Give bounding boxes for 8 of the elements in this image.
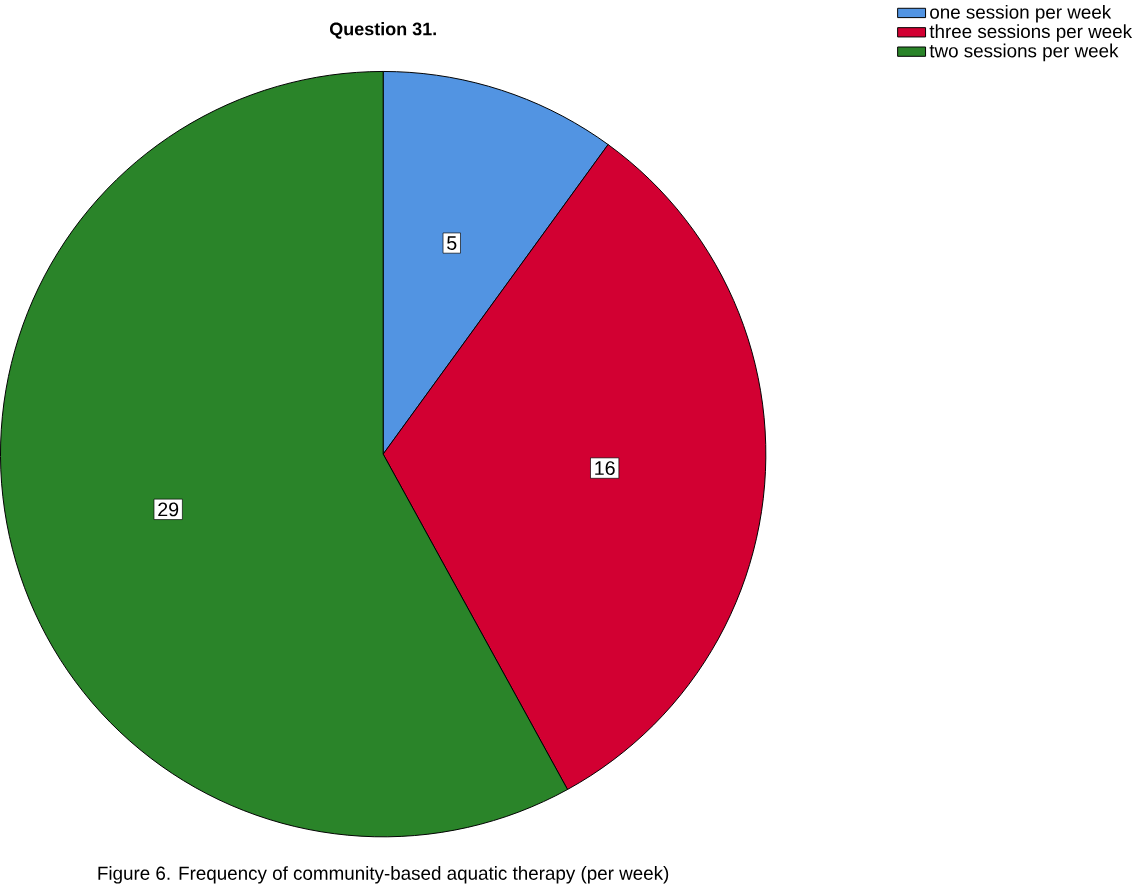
data-label: 5	[447, 236, 457, 250]
text: Question 31.	[329, 22, 436, 39]
data-label: 29	[158, 502, 179, 517]
data-label: 16	[595, 461, 615, 475]
caption: Figure 6. Frequency of community-based aquatic therapy (per week)	[98, 866, 669, 884]
legend-label: three sessions per week	[929, 24, 1133, 42]
legend-label: one session per week	[930, 4, 1112, 23]
legend-label: two sessions per week	[929, 43, 1119, 62]
